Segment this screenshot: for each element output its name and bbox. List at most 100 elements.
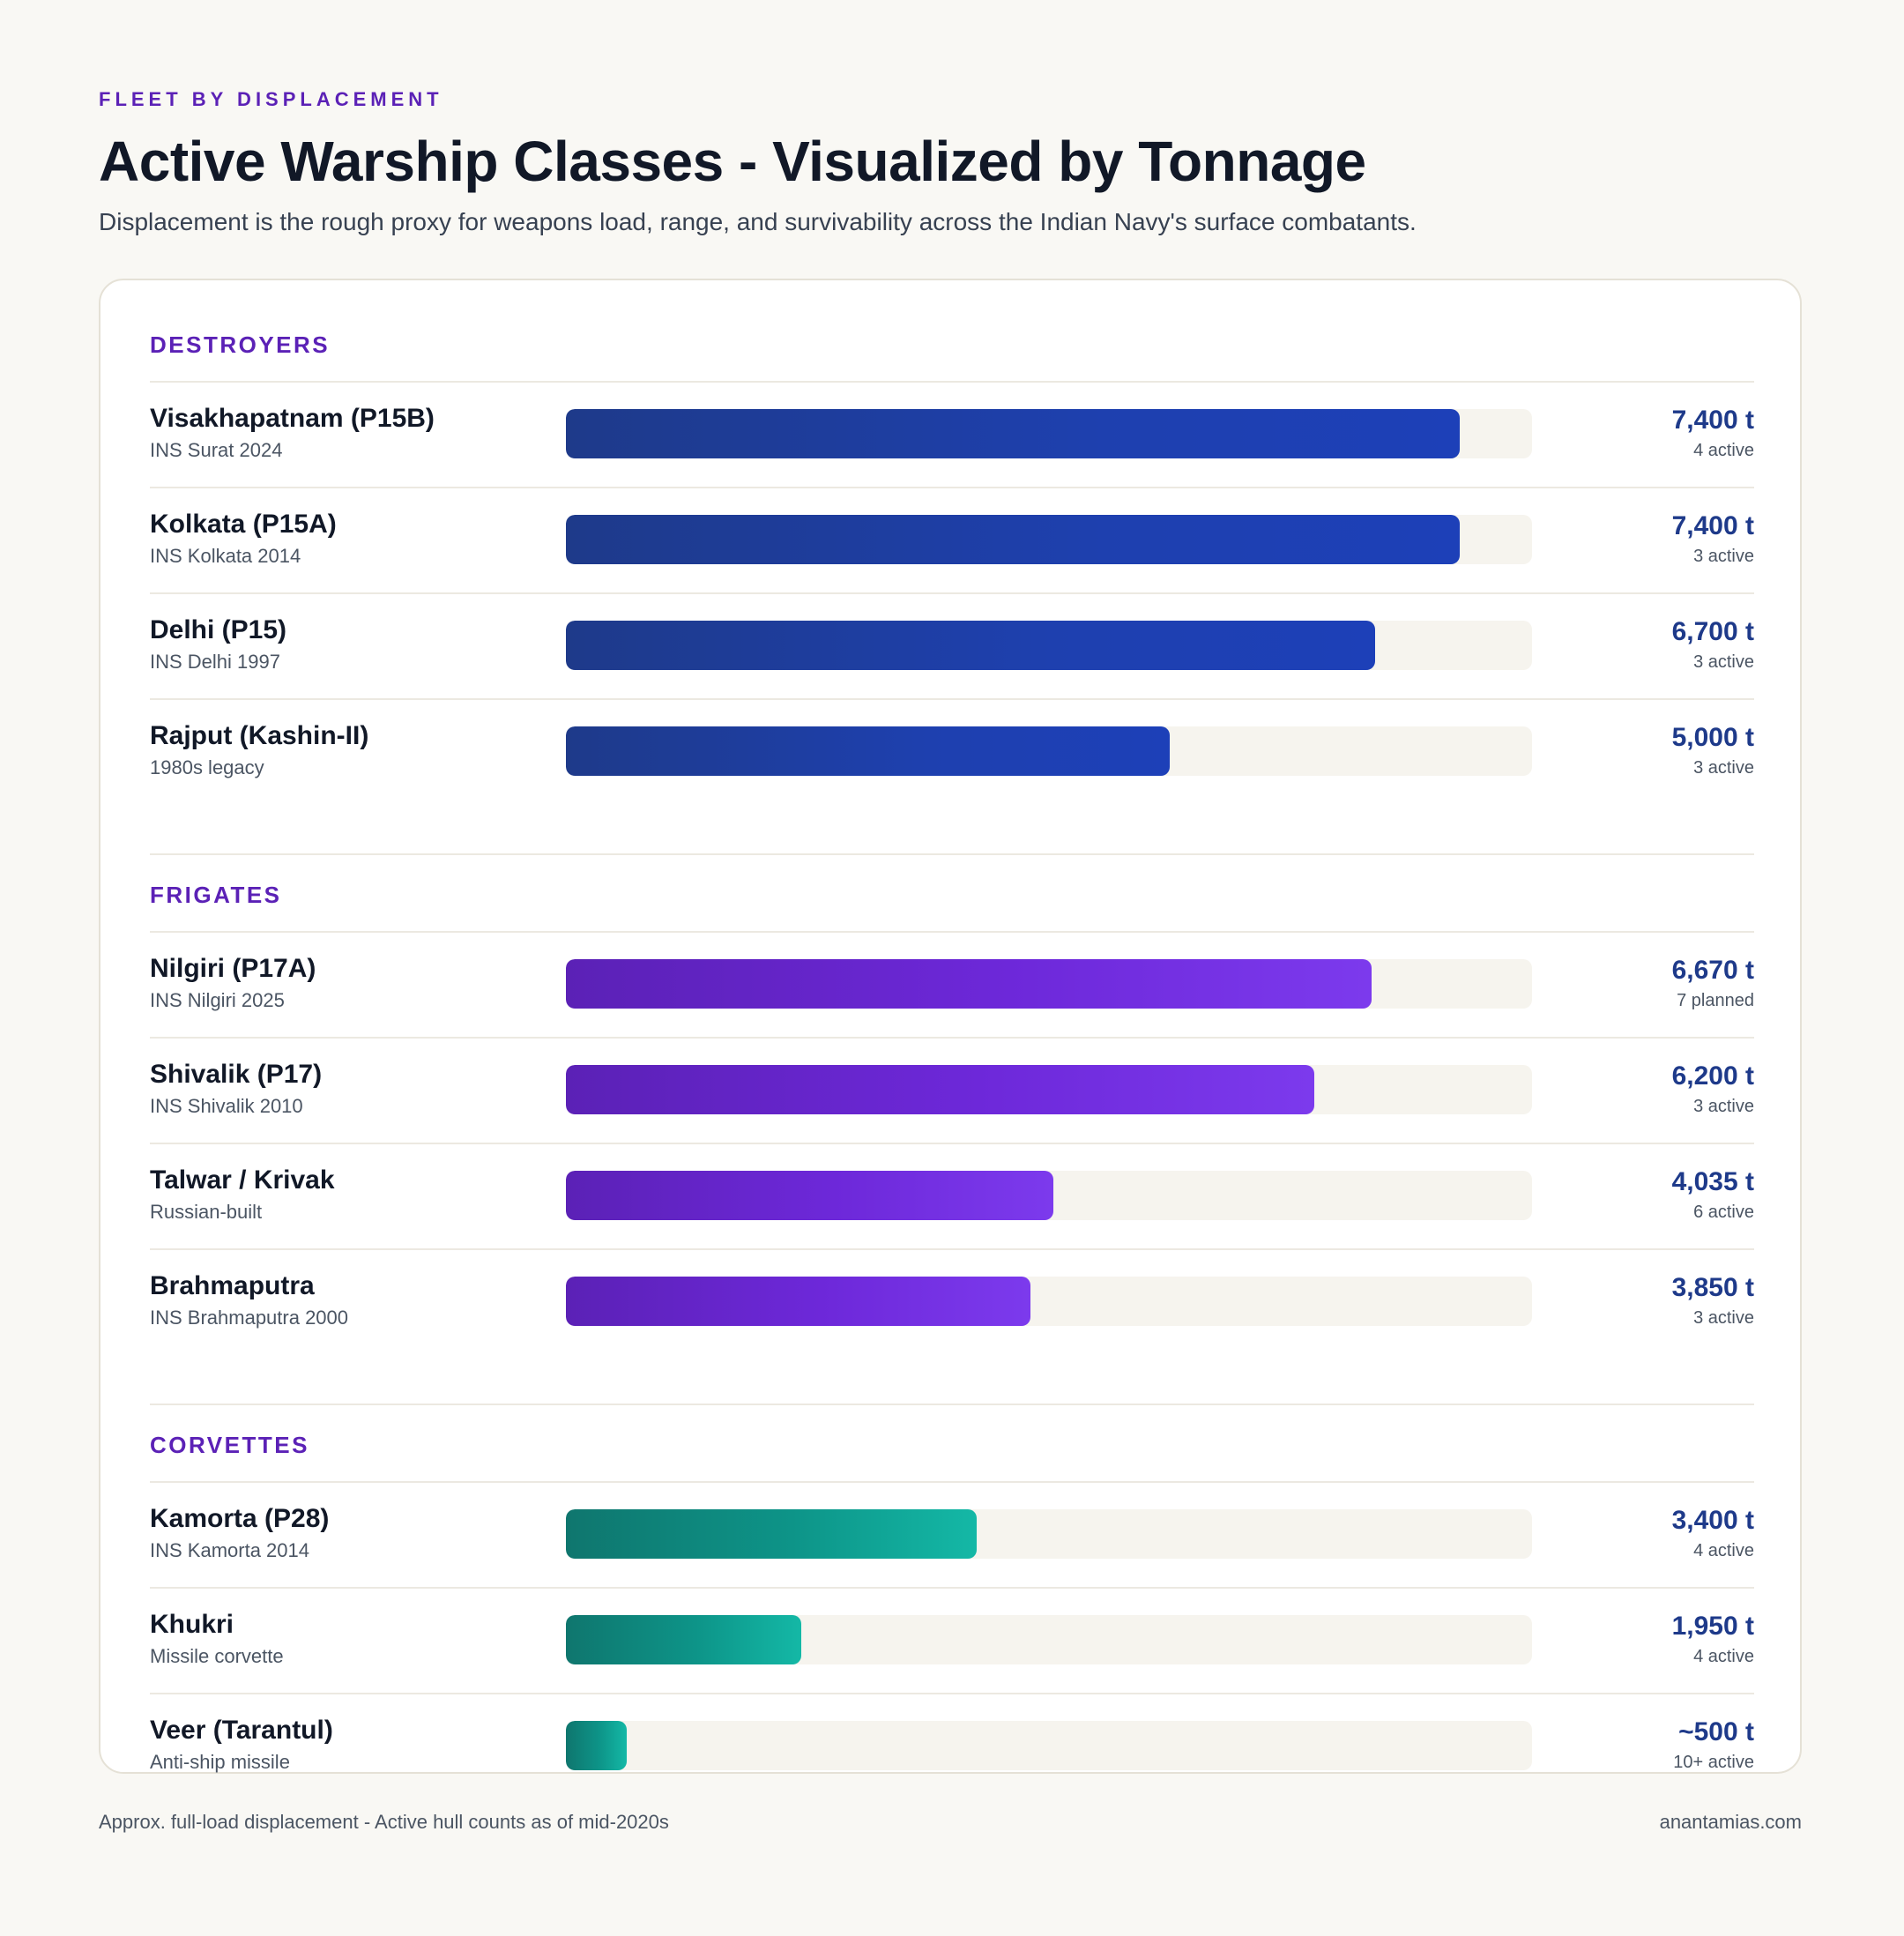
class-name: Talwar / Krivak bbox=[150, 1165, 335, 1195]
chart-row: Kolkata (P15A) INS Kolkata 2014 7,400 t 3 a… bbox=[150, 488, 1754, 592]
tonnage-value: 7,400 t bbox=[1671, 511, 1754, 540]
tonnage-value: 7,400 t bbox=[1671, 406, 1754, 435]
row-divider bbox=[150, 1037, 1754, 1039]
row-divider bbox=[150, 592, 1754, 594]
section-title-frigates: FRIGATES bbox=[150, 882, 282, 908]
section-divider bbox=[150, 381, 1754, 383]
bar-track bbox=[566, 1721, 1532, 1770]
section-separator bbox=[150, 853, 1754, 855]
section-divider bbox=[150, 931, 1754, 933]
chart-row: Delhi (P15) INS Delhi 1997 6,700 t 3 active bbox=[150, 594, 1754, 698]
tonnage-value: ~500 t bbox=[1678, 1717, 1754, 1746]
hull-count: 3 active bbox=[1693, 1308, 1754, 1328]
row-divider bbox=[150, 1248, 1754, 1250]
bar-track bbox=[566, 515, 1532, 564]
class-name: Shivalik (P17) bbox=[150, 1060, 323, 1089]
bar-fill bbox=[566, 1277, 1030, 1326]
bar-fill bbox=[566, 1615, 801, 1664]
class-name: Kamorta (P28) bbox=[150, 1504, 330, 1533]
tonnage-value: 4,035 t bbox=[1671, 1167, 1754, 1196]
chart-row: Nilgiri (P17A) INS Nilgiri 2025 6,670 t 7 p… bbox=[150, 933, 1754, 1037]
bar-fill bbox=[566, 726, 1170, 776]
class-subtitle: INS Kamorta 2014 bbox=[150, 1539, 309, 1561]
tonnage-value: 3,850 t bbox=[1671, 1273, 1754, 1302]
tonnage-value: 6,670 t bbox=[1671, 956, 1754, 985]
hull-count: 10+ active bbox=[1673, 1753, 1754, 1772]
section-separator bbox=[150, 1404, 1754, 1405]
eyebrow-label: FLEET BY DISPLACEMENT bbox=[99, 88, 443, 110]
chart-row: Shivalik (P17) INS Shivalik 2010 6,200 t 3 … bbox=[150, 1039, 1754, 1143]
bar-fill bbox=[566, 515, 1460, 564]
bar-track bbox=[566, 1615, 1532, 1664]
class-subtitle: INS Nilgiri 2025 bbox=[150, 989, 285, 1011]
row-divider bbox=[150, 1693, 1754, 1694]
class-subtitle: INS Shivalik 2010 bbox=[150, 1095, 303, 1117]
bar-track bbox=[566, 1065, 1532, 1114]
bar-track bbox=[566, 726, 1532, 776]
class-name: Delhi (P15) bbox=[150, 615, 287, 644]
row-divider bbox=[150, 487, 1754, 488]
hull-count: 7 planned bbox=[1677, 991, 1754, 1010]
bar-track bbox=[566, 409, 1532, 458]
page-subtitle: Displacement is the rough proxy for weap… bbox=[99, 208, 1417, 235]
hull-count: 3 active bbox=[1693, 758, 1754, 778]
class-name: Nilgiri (P17A) bbox=[150, 954, 316, 983]
class-name: Rajput (Kashin-II) bbox=[150, 721, 369, 750]
class-subtitle: Missile corvette bbox=[150, 1645, 284, 1667]
bar-fill bbox=[566, 1065, 1314, 1114]
chart-row: Talwar / Krivak Russian-built 4,035 t 6 act… bbox=[150, 1144, 1754, 1248]
chart-card: DESTROYERS Visakhapatnam (P15B) INS Surat … bbox=[99, 279, 1802, 1774]
class-subtitle: Russian-built bbox=[150, 1201, 263, 1223]
hull-count: 4 active bbox=[1693, 1647, 1754, 1666]
section-title-destroyers: DESTROYERS bbox=[150, 331, 331, 358]
chart-row: Rajput (Kashin-II) 1980s legacy 5,000 t 3 a… bbox=[150, 700, 1754, 804]
class-subtitle: INS Surat 2024 bbox=[150, 439, 283, 461]
class-name: Kolkata (P15A) bbox=[150, 510, 337, 539]
bar-chart: DESTROYERS Visakhapatnam (P15B) INS Surat … bbox=[150, 280, 1754, 1773]
class-subtitle: INS Delhi 1997 bbox=[150, 651, 280, 673]
tonnage-value: 5,000 t bbox=[1671, 723, 1754, 752]
class-subtitle: INS Kolkata 2014 bbox=[150, 545, 301, 567]
bar-fill bbox=[566, 409, 1460, 458]
tonnage-value: 6,700 t bbox=[1671, 617, 1754, 646]
chart-row: Kamorta (P28) INS Kamorta 2014 3,400 t 4 ac… bbox=[150, 1483, 1754, 1587]
bar-fill bbox=[566, 1721, 627, 1770]
bar-track bbox=[566, 1277, 1532, 1326]
tonnage-value: 3,400 t bbox=[1671, 1506, 1754, 1535]
hull-count: 3 active bbox=[1693, 652, 1754, 672]
class-subtitle: INS Brahmaputra 2000 bbox=[150, 1307, 349, 1329]
page-title: Active Warship Classes - Visualized by T… bbox=[99, 130, 1366, 193]
class-name: Veer (Tarantul) bbox=[150, 1716, 333, 1745]
bar-track bbox=[566, 621, 1532, 670]
footer-credit: anantamias.com bbox=[1659, 1811, 1802, 1833]
bar-fill bbox=[566, 959, 1372, 1009]
hull-count: 3 active bbox=[1693, 547, 1754, 566]
hull-count: 4 active bbox=[1693, 1541, 1754, 1560]
class-name: Brahmaputra bbox=[150, 1271, 315, 1300]
class-subtitle: Anti-ship missile bbox=[150, 1751, 290, 1773]
class-subtitle: 1980s legacy bbox=[150, 756, 264, 778]
chart-row: Brahmaputra INS Brahmaputra 2000 3,850 t 3 … bbox=[150, 1250, 1754, 1354]
section-title-corvettes: CORVETTES bbox=[150, 1432, 309, 1458]
chart-row: Khukri Missile corvette 1,950 t 4 active bbox=[150, 1589, 1754, 1693]
tonnage-value: 6,200 t bbox=[1671, 1061, 1754, 1091]
class-name: Khukri bbox=[150, 1610, 234, 1639]
row-divider bbox=[150, 1143, 1754, 1144]
bar-track bbox=[566, 1171, 1532, 1220]
bar-track bbox=[566, 1509, 1532, 1559]
bar-track bbox=[566, 959, 1532, 1009]
chart-row: Visakhapatnam (P15B) INS Surat 2024 7,400 … bbox=[150, 383, 1754, 487]
bar-fill bbox=[566, 621, 1375, 670]
tonnage-value: 1,950 t bbox=[1671, 1612, 1754, 1641]
hull-count: 6 active bbox=[1693, 1203, 1754, 1222]
row-divider bbox=[150, 698, 1754, 700]
chart-row: Veer (Tarantul) Anti-ship missile ~500 t 10… bbox=[150, 1694, 1754, 1798]
bar-fill bbox=[566, 1171, 1053, 1220]
row-divider bbox=[150, 1587, 1754, 1589]
footer-note: Approx. full-load displacement - Active … bbox=[99, 1811, 669, 1833]
section-divider bbox=[150, 1481, 1754, 1483]
hull-count: 3 active bbox=[1693, 1097, 1754, 1116]
hull-count: 4 active bbox=[1693, 441, 1754, 460]
class-name: Visakhapatnam (P15B) bbox=[150, 404, 435, 433]
bar-fill bbox=[566, 1509, 977, 1559]
